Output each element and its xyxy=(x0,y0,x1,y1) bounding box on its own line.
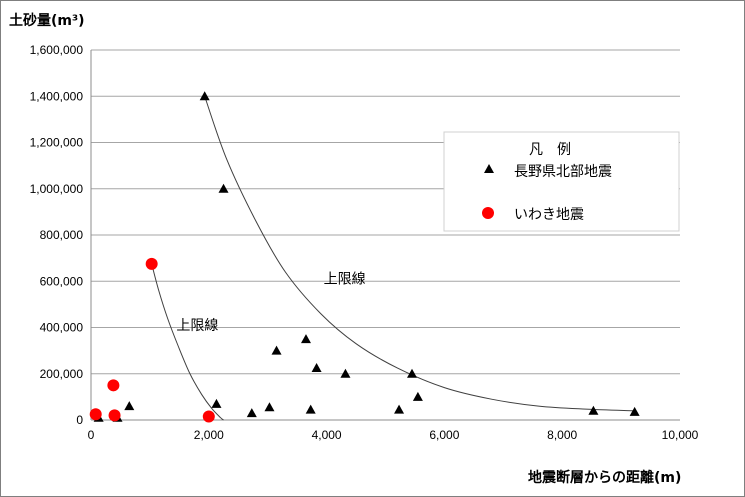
circle-point xyxy=(107,379,120,392)
upper-limit-curve xyxy=(204,96,633,412)
triangle-point xyxy=(199,91,210,101)
x-tick-label: 2,000 xyxy=(194,428,224,442)
upper-limit-curve xyxy=(151,263,224,421)
legend-label-nagano: 長野県北部地震 xyxy=(514,164,612,180)
x-tick-label: 10,000 xyxy=(662,428,699,442)
x-axis-ticks: 0 2,000 4,000 6,000 8,000 10,000 xyxy=(88,428,699,442)
triangle-point xyxy=(124,401,135,411)
legend-label-iwaki: いわき地震 xyxy=(514,207,584,223)
y-tick-label: 800,000 xyxy=(40,228,84,242)
triangle-point xyxy=(271,345,282,355)
gridlines xyxy=(90,49,680,421)
legend-title: 凡 例 xyxy=(529,142,571,158)
circle-point xyxy=(108,409,121,422)
legend-circle-marker xyxy=(482,207,494,219)
triangle-point xyxy=(305,404,316,414)
circle-point xyxy=(202,410,215,423)
legend-triangle-marker xyxy=(484,164,494,173)
y-tick-label: 1,000,000 xyxy=(30,182,84,196)
triangle-point xyxy=(300,334,311,344)
y-tick-label: 1,200,000 xyxy=(30,136,84,150)
triangle-point xyxy=(246,408,257,418)
y-axis-ticks: 0 200,000 400,000 600,000 800,000 1,000,000 1,… xyxy=(30,43,84,427)
y-tick-label: 400,000 xyxy=(40,321,84,335)
x-axis-title: 地震断層からの距離(m) xyxy=(528,469,681,486)
triangle-point xyxy=(629,406,640,416)
legend: 凡 例 長野県北部地震 いわき地震 xyxy=(443,131,680,232)
curve-label: 上限線 xyxy=(176,318,218,334)
triangle-point xyxy=(218,183,229,193)
triangle-point xyxy=(588,405,599,415)
x-tick-label: 4,000 xyxy=(312,428,342,442)
triangle-point xyxy=(394,404,405,414)
y-tick-label: 1,600,000 xyxy=(30,43,84,57)
triangle-point xyxy=(264,402,275,412)
y-axis-title: 土砂量(m³) xyxy=(9,12,85,29)
triangle-point xyxy=(407,368,418,378)
triangle-point xyxy=(311,362,322,372)
x-tick-label: 6,000 xyxy=(429,428,459,442)
triangle-point xyxy=(412,391,423,401)
y-tick-label: 600,000 xyxy=(40,274,84,288)
upper-limit-curves xyxy=(151,96,633,421)
y-tick-label: 1,400,000 xyxy=(30,89,84,103)
data-points xyxy=(89,91,640,423)
circle-point xyxy=(89,408,102,421)
triangle-point xyxy=(340,368,351,378)
legend-box xyxy=(443,131,680,232)
curve-label: 上限線 xyxy=(324,272,366,288)
triangle-point xyxy=(211,398,222,408)
x-tick-label: 0 xyxy=(88,428,95,442)
x-tick-label: 8,000 xyxy=(547,428,577,442)
y-tick-label: 200,000 xyxy=(40,367,84,381)
y-tick-label: 0 xyxy=(76,413,83,427)
circle-point xyxy=(145,257,158,270)
